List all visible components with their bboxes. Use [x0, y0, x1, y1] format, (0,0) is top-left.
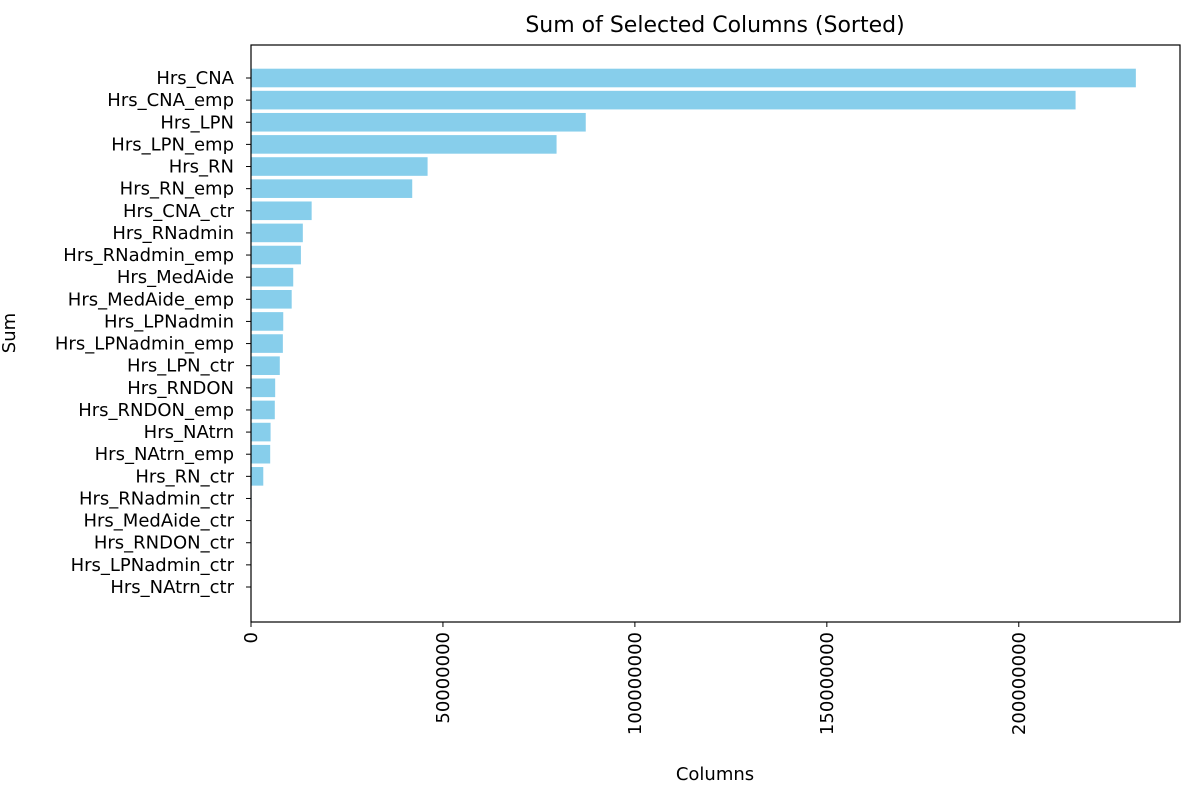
y-tick-label: Hrs_RN	[169, 157, 234, 178]
bar-hrs-rn	[251, 157, 428, 176]
bar-hrs-cna-ctr	[251, 201, 312, 221]
x-tick-label: 200000000	[1009, 632, 1030, 735]
x-axis-label: Columns	[676, 764, 754, 785]
y-tick-label: Hrs_RN_ctr	[135, 466, 234, 487]
y-tick-label: Hrs_MedAide	[117, 267, 234, 288]
y-tick-label: Hrs_LPNadmin_emp	[55, 334, 234, 355]
y-tick-label: Hrs_NAtrn_ctr	[110, 577, 234, 598]
y-tick-label: Hrs_RN_emp	[120, 179, 234, 200]
y-tick-label: Hrs_RNDON_emp	[78, 400, 234, 421]
y-tick-label: Hrs_LPN	[160, 112, 234, 133]
y-tick-label: Hrs_LPN_ctr	[127, 356, 235, 377]
y-tick-label: Hrs_RNadmin	[112, 223, 234, 244]
y-tick-label: Hrs_MedAide_emp	[68, 289, 234, 310]
x-tick-label: 50000000	[433, 632, 454, 724]
bar-hrs-lpnadmin	[251, 312, 284, 331]
plot-frame	[250, 44, 1181, 623]
x-tick-label: 0	[241, 632, 262, 643]
x-tick-label: 100000000	[625, 632, 646, 735]
y-tick-label: Hrs_MedAide_ctr	[83, 511, 234, 532]
bar-hrs-lpn-emp	[251, 135, 557, 154]
y-tick-label: Hrs_LPNadmin_ctr	[71, 555, 235, 576]
y-axis-label: Sum	[0, 313, 20, 353]
x-tick-label: 150000000	[817, 632, 838, 735]
chart-title: Sum of Selected Columns (Sorted)	[525, 13, 904, 38]
y-tick-label: Hrs_RNDON_ctr	[94, 533, 235, 554]
y-tick-label: Hrs_RNadmin_ctr	[79, 488, 235, 509]
bar-hrs-medaide-emp	[251, 290, 292, 309]
y-tick-label: Hrs_RNDON	[127, 378, 234, 399]
y-tick-label: Hrs_NAtrn	[144, 422, 234, 443]
bar-hrs-rnadmin-emp	[251, 245, 301, 265]
bar-hrs-rnadmin	[251, 223, 303, 243]
y-axis-ticks: Hrs_CNAHrs_CNA_empHrs_LPNHrs_LPN_empHrs_…	[55, 68, 251, 598]
x-axis-ticks: 0 50000000 100000000 150000000 200000000	[241, 622, 1030, 735]
bars-group	[251, 68, 1136, 597]
y-tick-label: Hrs_LPN_emp	[111, 134, 234, 155]
y-tick-label: Hrs_CNA	[156, 68, 234, 89]
bar-hrs-lpnadmin-emp	[251, 334, 283, 353]
bar-hrs-lpn-ctr	[251, 356, 280, 375]
bar-hrs-rndon-emp	[251, 400, 275, 420]
bar-hrs-cna-emp	[251, 90, 1076, 110]
y-tick-label: Hrs_CNA_ctr	[123, 201, 235, 222]
y-tick-label: Hrs_RNadmin_emp	[63, 245, 234, 266]
bar-hrs-natrn-emp	[251, 444, 271, 464]
bar-hrs-rn-emp	[251, 179, 413, 198]
y-tick-label: Hrs_LPNadmin	[104, 311, 234, 332]
bar-hrs-rndon	[251, 378, 276, 398]
bar-hrs-natrn	[251, 422, 271, 442]
bar-hrs-rn-ctr	[251, 467, 264, 486]
y-tick-label: Hrs_NAtrn_emp	[95, 444, 234, 465]
bar-hrs-medaide	[251, 267, 294, 287]
bar-hrs-lpn	[251, 112, 586, 132]
y-tick-label: Hrs_CNA_emp	[107, 90, 234, 111]
bar-hrs-cna	[251, 68, 1136, 88]
